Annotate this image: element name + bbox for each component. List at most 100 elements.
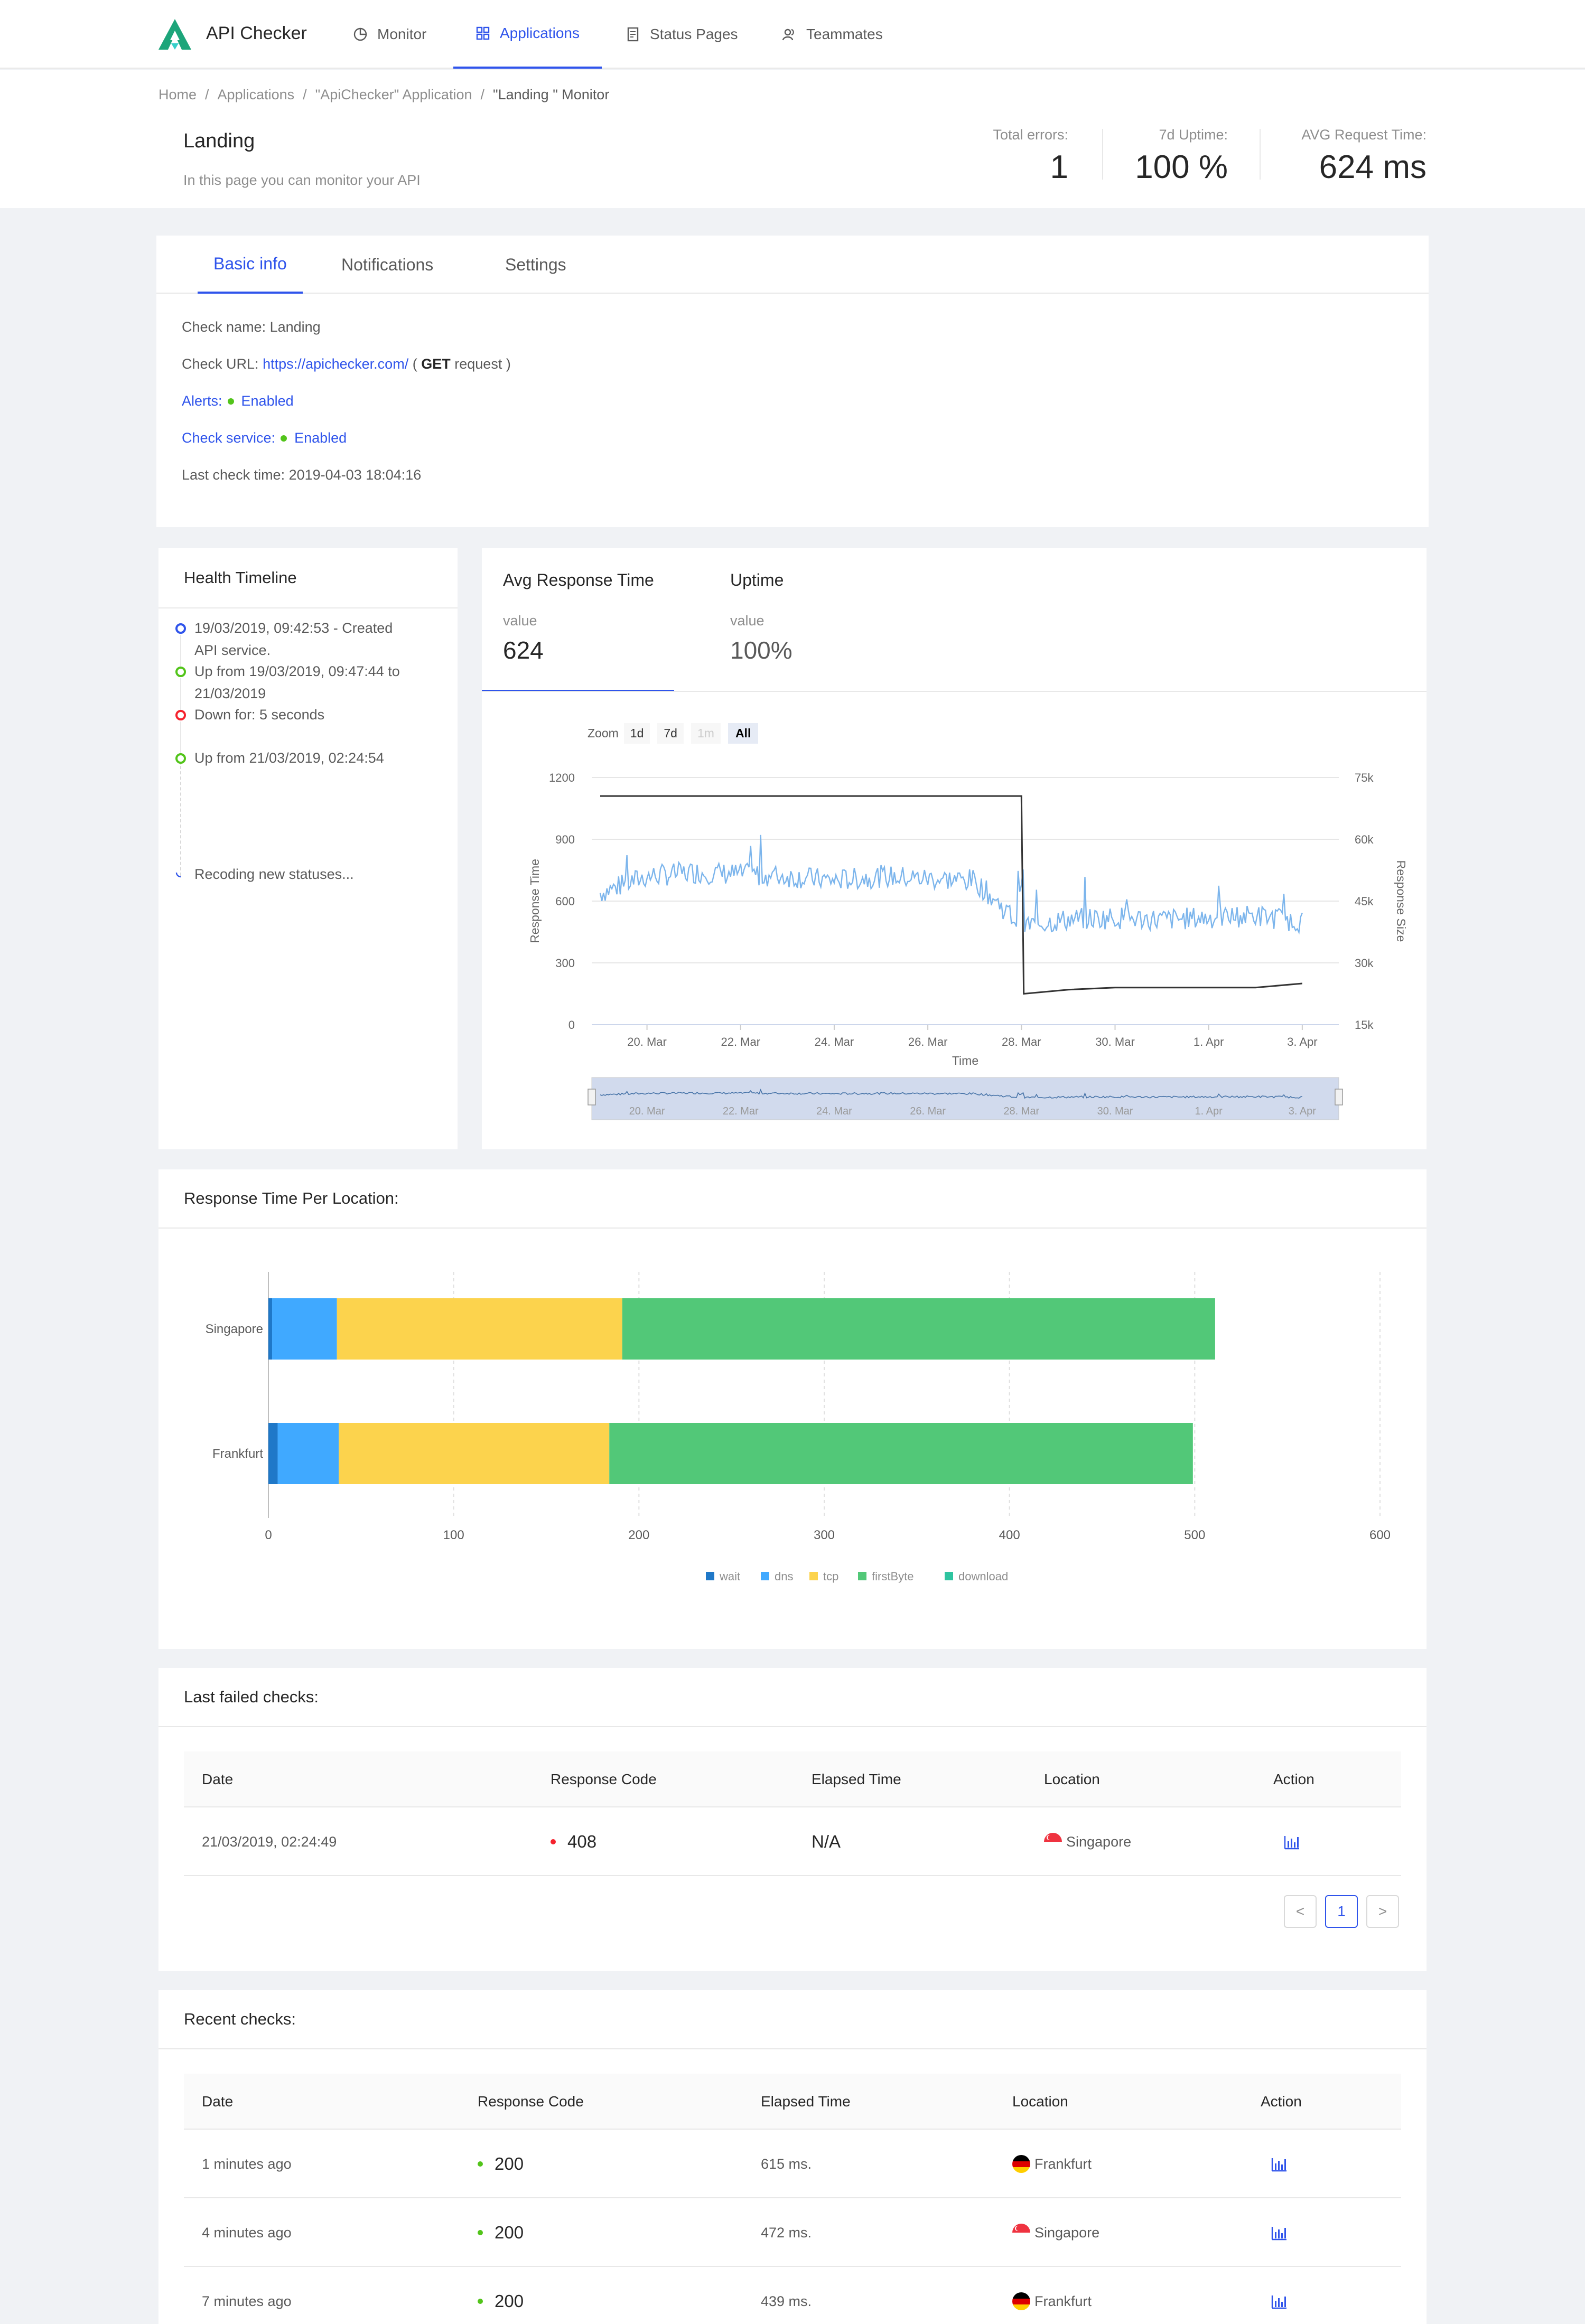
stat-label: Total errors: — [993, 127, 1068, 143]
pagination-prev-button[interactable]: < — [1284, 1895, 1317, 1928]
legend-swatch-firstByte — [858, 1572, 866, 1580]
bar-chart-icon[interactable] — [1283, 1833, 1301, 1851]
breadcrumb-applications[interactable]: Applications — [217, 87, 295, 102]
zoom-1d-button[interactable]: 1d — [623, 723, 650, 744]
basic-info-card: Basic info Notifications Settings Check … — [156, 236, 1429, 527]
timeline-connector — [180, 721, 181, 765]
legend-swatch-wait — [706, 1572, 714, 1580]
metric-tab-uptime[interactable]: Uptime value 100% — [674, 548, 864, 692]
bar-segment-tcp — [337, 1298, 622, 1360]
check-url-link[interactable]: https://apichecker.com/ — [263, 356, 409, 372]
column-header[interactable]: Location — [1012, 2093, 1068, 2110]
x-tick-label: 100 — [443, 1528, 464, 1542]
metric-tab-avg-response-time[interactable]: Avg Response Time value 624 — [482, 548, 674, 692]
navigator-series-line — [600, 1089, 1302, 1099]
success-status-dot — [478, 2230, 483, 2235]
column-header[interactable]: Action — [1273, 1771, 1314, 1787]
cell-date: 7 minutes ago — [202, 2293, 292, 2309]
x-tick-label: 26. Mar — [908, 1035, 948, 1048]
response-size-series-line — [600, 795, 1302, 995]
bar-segment-dns — [277, 1423, 339, 1484]
legend-label-wait: wait — [719, 1570, 740, 1583]
y-right-tick-label: 30k — [1355, 957, 1374, 970]
zoom-7d-button[interactable]: 7d — [657, 723, 684, 744]
cell-action — [1283, 1807, 1301, 1876]
bar-chart-icon[interactable] — [1270, 2224, 1288, 2242]
navigator-handle — [588, 1089, 596, 1105]
column-header[interactable]: Elapsed Time — [761, 2093, 851, 2110]
location-name: Singapore — [1034, 2224, 1100, 2241]
nav-label: Status Pages — [650, 26, 738, 42]
zoom-1m-button[interactable]: 1m — [691, 723, 721, 744]
column-header[interactable]: Date — [202, 2093, 234, 2110]
navigator-tick-label: 3. Apr — [1289, 1105, 1317, 1117]
team-icon — [782, 29, 794, 41]
location-name: Frankfurt — [1034, 2156, 1092, 2172]
stat-uptime: 7d Uptime: 100 % — [1135, 127, 1228, 186]
stat-value: 1 — [1050, 149, 1068, 185]
stat-label: AVG Request Time: — [1301, 127, 1426, 143]
tab-notifications[interactable]: Notifications — [341, 255, 434, 274]
x-tick-label: 500 — [1184, 1528, 1205, 1542]
bar-chart-icon[interactable] — [1270, 2155, 1288, 2173]
breadcrumb-home[interactable]: Home — [158, 87, 197, 102]
y-tick-label: 1200 — [549, 771, 575, 784]
stat-total-errors: Total errors: 1 — [993, 127, 1068, 186]
bar-segment-wait — [268, 1298, 273, 1360]
check-method: GET — [421, 356, 451, 372]
bar-segment-firstByte — [609, 1423, 1193, 1484]
navigator-tick-label: 26. Mar — [910, 1105, 946, 1117]
column-header[interactable]: Location — [1044, 1771, 1100, 1787]
metric-sub: value — [503, 613, 537, 629]
failed-checks-title: Last failed checks: — [158, 1668, 1426, 1727]
x-tick-label: 0 — [265, 1528, 272, 1542]
pagination-page-1[interactable]: 1 — [1325, 1895, 1358, 1928]
y-right-axis-title: Response Size — [1394, 860, 1408, 942]
timeline-dot-down — [175, 710, 186, 720]
location-bar-chart[interactable]: 0 100 200 300 400 500 600 Singapore Frankfurt wai… — [158, 1230, 1426, 1649]
api-checker-logo-icon[interactable] — [158, 19, 191, 50]
y-tick-label: 0 — [568, 1018, 575, 1032]
nav-item-teammates[interactable]: Teammates — [782, 0, 883, 69]
cell-elapsed: N/A — [812, 1832, 841, 1851]
stat-value: 624 ms — [1319, 149, 1426, 185]
cell-action — [1270, 2198, 1288, 2267]
location-name: Frankfurt — [1034, 2293, 1092, 2309]
column-header[interactable]: Response Code — [551, 1771, 657, 1787]
divider — [158, 607, 458, 608]
legend-label-tcp: tcp — [823, 1570, 838, 1583]
nav-item-monitor[interactable]: Monitor — [353, 0, 426, 69]
response-time-chart[interactable]: 0 300 600 900 1200 15k 30k 45k 60k 75k 20. Mar 22. … — [482, 749, 1426, 1140]
zoom-all-button[interactable]: All — [728, 723, 759, 744]
column-header[interactable]: Date — [202, 1771, 234, 1787]
health-timeline-card: Health Timeline 19/03/2019, 09:42:53 - C… — [158, 548, 458, 1149]
check-service-label[interactable]: Check service: — [182, 430, 276, 446]
alerts-label[interactable]: Alerts: — [182, 393, 222, 409]
category-label: Singapore — [206, 1322, 263, 1336]
nav-item-status-pages[interactable]: Status Pages — [626, 0, 738, 69]
y-tick-label: 900 — [555, 833, 575, 846]
pagination-next-button[interactable]: > — [1366, 1895, 1399, 1928]
cell-response-code: 200 — [478, 2267, 524, 2324]
legend-label-download: download — [958, 1570, 1008, 1583]
check-service-value[interactable]: Enabled — [294, 430, 347, 446]
brand-name[interactable]: API Checker — [206, 23, 307, 43]
breadcrumb-application[interactable]: "ApiChecker" Application — [315, 87, 472, 102]
info-tabs: Basic info Notifications Settings — [156, 236, 1429, 294]
timeline-dot-up — [175, 753, 186, 764]
breadcrumb: Home / Applications / "ApiChecker" Appli… — [158, 87, 609, 103]
column-header[interactable]: Response Code — [478, 2093, 584, 2110]
column-header[interactable]: Action — [1261, 2093, 1302, 2110]
bar-chart-icon[interactable] — [1270, 2292, 1288, 2310]
column-header[interactable]: Elapsed Time — [812, 1771, 901, 1787]
table-row: 4 minutes ago 200 472 ms. Singapore — [184, 2198, 1401, 2267]
nav-item-applications[interactable]: Applications — [453, 0, 602, 69]
cell-location: Frankfurt — [1012, 2130, 1092, 2198]
navigator-tick-label: 1. Apr — [1195, 1105, 1223, 1117]
timeline-dot-up — [175, 667, 186, 677]
alerts-value[interactable]: Enabled — [241, 393, 294, 409]
tab-settings[interactable]: Settings — [505, 255, 566, 274]
x-tick-label: 1. Apr — [1194, 1035, 1224, 1048]
tab-basic-info[interactable]: Basic info — [198, 236, 303, 294]
location-card-title: Response Time Per Location: — [158, 1169, 1426, 1229]
